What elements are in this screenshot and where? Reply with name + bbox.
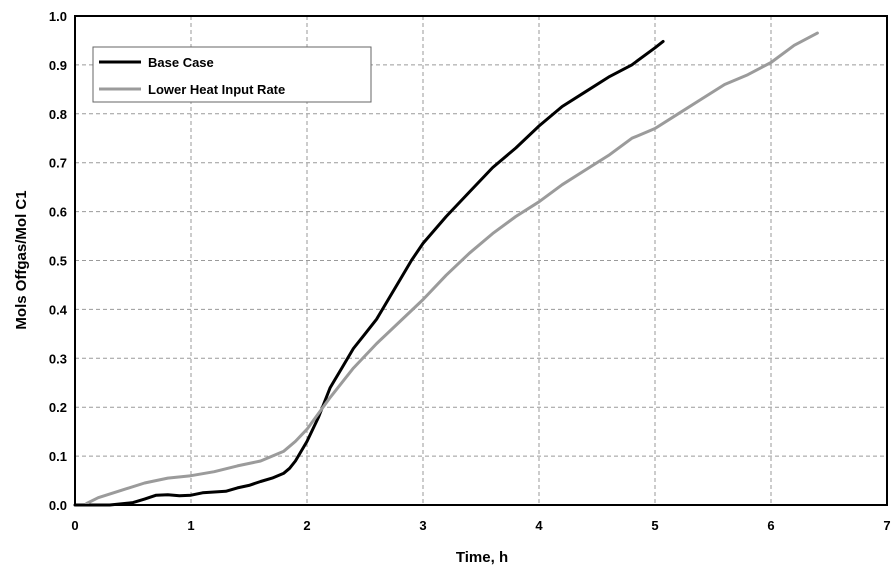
x-tick-label: 1 — [187, 518, 194, 533]
y-tick-label: 0.3 — [49, 351, 67, 366]
y-tick-label: 0.5 — [49, 254, 67, 269]
y-tick-label: 0.2 — [49, 400, 67, 415]
y-tick-label: 0.0 — [49, 498, 67, 513]
x-axis-title: Time, h — [456, 549, 508, 566]
x-tick-label: 4 — [535, 518, 543, 533]
legend-box — [92, 46, 372, 103]
legend: Base Case Lower Heat Input Rate — [92, 46, 372, 103]
series-line-lower-heat-input-rate — [85, 31, 819, 505]
y-tick-label: 0.6 — [49, 205, 67, 220]
x-tick-label: 7 — [883, 518, 890, 533]
y-axis-tick-labels: 0.0 0.1 0.2 0.3 0.4 0.5 0.6 0.7 0.8 0.9 1.0 — [49, 9, 68, 513]
y-tick-label: 0.8 — [49, 107, 67, 122]
series-lines — [73, 31, 819, 507]
x-axis-tick-labels: 0 1 2 3 4 5 6 7 — [71, 518, 890, 533]
x-tick-label: 0 — [71, 518, 78, 533]
y-axis-title: Mols Offgas/Mol C1 — [13, 190, 30, 329]
y-tick-label: 0.7 — [49, 156, 67, 171]
y-tick-label: 1.0 — [49, 9, 67, 24]
y-tick-label: 0.4 — [49, 302, 68, 317]
y-tick-label: 0.9 — [49, 58, 67, 73]
legend-label-base-case: Base Case — [148, 55, 214, 70]
y-tick-label: 0.1 — [49, 449, 67, 464]
legend-label-lower-heat-input-rate: Lower Heat Input Rate — [148, 82, 285, 97]
plot-area-border — [74, 15, 888, 506]
series-line-base-case — [73, 39, 665, 507]
x-tick-label: 6 — [767, 518, 774, 533]
x-tick-label: 3 — [419, 518, 426, 533]
x-tick-label: 5 — [651, 518, 658, 533]
x-tick-label: 2 — [303, 518, 310, 533]
